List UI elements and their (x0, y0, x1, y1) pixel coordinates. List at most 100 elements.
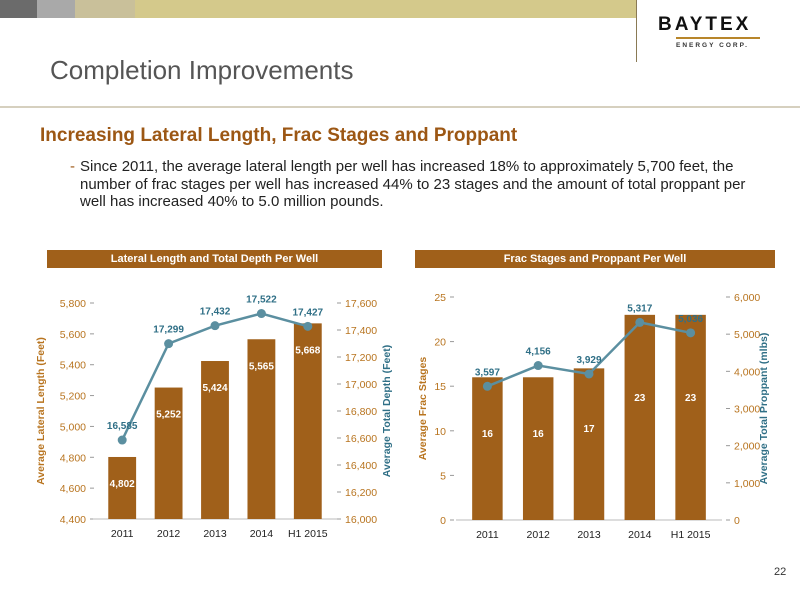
chart2-y2-tick-label: 6,000 (734, 292, 760, 304)
chart1-y2-tick-label: 16,400 (345, 460, 377, 472)
chart2-bar-data-label: 16 (533, 429, 545, 440)
chart2-bar (573, 368, 605, 520)
chart1-y-tick-label: 4,400 (60, 514, 86, 526)
header-bar-segment (37, 0, 75, 18)
chart2-line-point (482, 381, 492, 391)
chart1-y-tick-label: 5,200 (60, 391, 86, 403)
chart1-y2-tick-label: 17,400 (345, 325, 377, 337)
logo-wordmark: BAYTEX (658, 14, 752, 35)
chart2-y2-tick-label: 2,000 (734, 441, 760, 453)
chart1-line-point (164, 339, 174, 349)
chart1-series-line (121, 312, 309, 441)
chart1-y2-tick-label: 16,000 (345, 514, 377, 526)
chart1-line-data-label: 17,299 (153, 325, 184, 336)
chart1-bar-data-label: 5,252 (156, 410, 181, 421)
chart1-bar-data-label: 5,565 (249, 361, 274, 372)
chart2-line-point (635, 317, 645, 327)
chart2-line-data-label: 5,317 (627, 303, 652, 314)
chart2-line-data-label: 5,036 (678, 314, 703, 325)
chart1-bar-data-label: 5,424 (202, 383, 227, 394)
bullet-text: - Since 2011, the average lateral length… (70, 158, 770, 211)
chart1-y-tick-label: 5,000 (60, 421, 86, 433)
chart1-y-tick-label: 4,600 (60, 483, 86, 495)
chart2-x-tick-label: H1 2015 (671, 529, 711, 541)
chart1-y2-tick-label: 17,200 (345, 352, 377, 364)
chart2-bar-data-label: 23 (634, 393, 646, 404)
chart2-y2-tick-label: 5,000 (734, 329, 760, 341)
chart2-line-point (533, 361, 543, 371)
chart1-y-tick-label: 4,800 (60, 452, 86, 464)
chart2-bar (624, 314, 656, 520)
chart1-y2-tick-label: 16,600 (345, 433, 377, 445)
chart1-line-point (303, 321, 313, 331)
chart2-line-data-label: 3,597 (475, 367, 500, 378)
section-heading: Increasing Lateral Length, Frac Stages a… (40, 125, 518, 146)
chart1-y2-tick-label: 16,200 (345, 487, 377, 499)
chart2-y-axis-title: Average Frac Stages (417, 357, 429, 461)
chart1-x-tick-label: 2011 (111, 528, 134, 540)
chart1-bar (154, 387, 183, 519)
chart2-y-tick-label: 20 (434, 337, 446, 349)
chart1-y-axis-title: Average Lateral Length (Feet) (35, 337, 47, 485)
chart1-x-tick-label: 2013 (203, 528, 227, 540)
chart1-line-data-label: 17,432 (200, 307, 231, 318)
chart-2-header: Frac Stages and Proppant Per Well (415, 250, 775, 268)
chart2-y-tick-label: 10 (434, 426, 446, 438)
chart2-x-tick-label: 2013 (577, 529, 601, 541)
chart2-y-tick-label: 0 (440, 515, 446, 527)
chart2-line-point (584, 369, 594, 379)
chart1-y-tick-label: 5,400 (60, 360, 86, 372)
chart2-series-line (486, 321, 691, 388)
chart2-x-tick-label: 2014 (628, 529, 652, 541)
chart1-bar-data-label: 5,668 (295, 345, 320, 356)
chart1-bar-data-label: 4,802 (110, 479, 135, 490)
logo-underline (676, 37, 760, 39)
chart1-line-point (117, 435, 127, 445)
logo (636, 0, 800, 62)
chart1-bar (108, 456, 137, 519)
logo-tagline: ENERGY CORP. (676, 42, 749, 49)
chart1-x-tick-label: H1 2015 (288, 528, 328, 540)
chart2-y2-tick-label: 4,000 (734, 366, 760, 378)
page-number: 22 (774, 566, 787, 578)
chart-1-header: Lateral Length and Total Depth Per Well (47, 250, 382, 268)
header-bar-segment (75, 0, 135, 18)
chart2-bar (472, 377, 503, 520)
chart1-x-tick-label: 2014 (250, 528, 274, 540)
chart2-line-point (686, 328, 696, 338)
chart1-bar (293, 323, 322, 519)
chart2-bar-data-label: 17 (583, 424, 595, 435)
chart1-bar (247, 339, 276, 519)
chart2-y2-tick-label: 0 (734, 515, 740, 527)
chart1-line-point (256, 309, 266, 319)
chart1-line-data-label: 17,427 (293, 307, 324, 318)
chart2-bar (522, 377, 554, 520)
chart2-x-tick-label: 2011 (476, 529, 499, 541)
chart2-bar-data-label: 23 (685, 393, 697, 404)
header-bar-segment (0, 0, 37, 18)
chart2-y2-tick-label: 1,000 (734, 478, 760, 490)
chart2-bar-data-label: 16 (482, 429, 494, 440)
chart1-y-tick-label: 5,600 (60, 329, 86, 341)
bullet-marker: - (70, 158, 75, 175)
chart2-y-tick-label: 15 (434, 381, 446, 393)
chart1-x-tick-label: 2012 (157, 528, 181, 540)
chart1-y2-tick-label: 17,600 (345, 298, 377, 310)
chart2-bar (675, 314, 706, 520)
header-bar-segment (135, 0, 636, 18)
logo-divider (636, 0, 637, 62)
chart1-y2-axis-title: Average Total Depth (Feet) (381, 345, 393, 477)
title-divider (0, 106, 800, 108)
chart1-line-data-label: 17,522 (246, 295, 277, 306)
chart2-line-data-label: 4,156 (526, 347, 551, 358)
chart1-y2-tick-label: 17,000 (345, 379, 377, 391)
chart1-line-point (210, 321, 220, 331)
chart2-y-tick-label: 25 (434, 292, 446, 304)
chart1-y-tick-label: 5,800 (60, 298, 86, 310)
chart2-y2-axis-title: Average Total Proppant (mlbs) (758, 333, 770, 485)
chart1-bar (201, 361, 229, 519)
page-title: Completion Improvements (50, 55, 354, 85)
chart2-x-tick-label: 2012 (527, 529, 551, 541)
chart2-y-tick-label: 5 (440, 470, 446, 482)
